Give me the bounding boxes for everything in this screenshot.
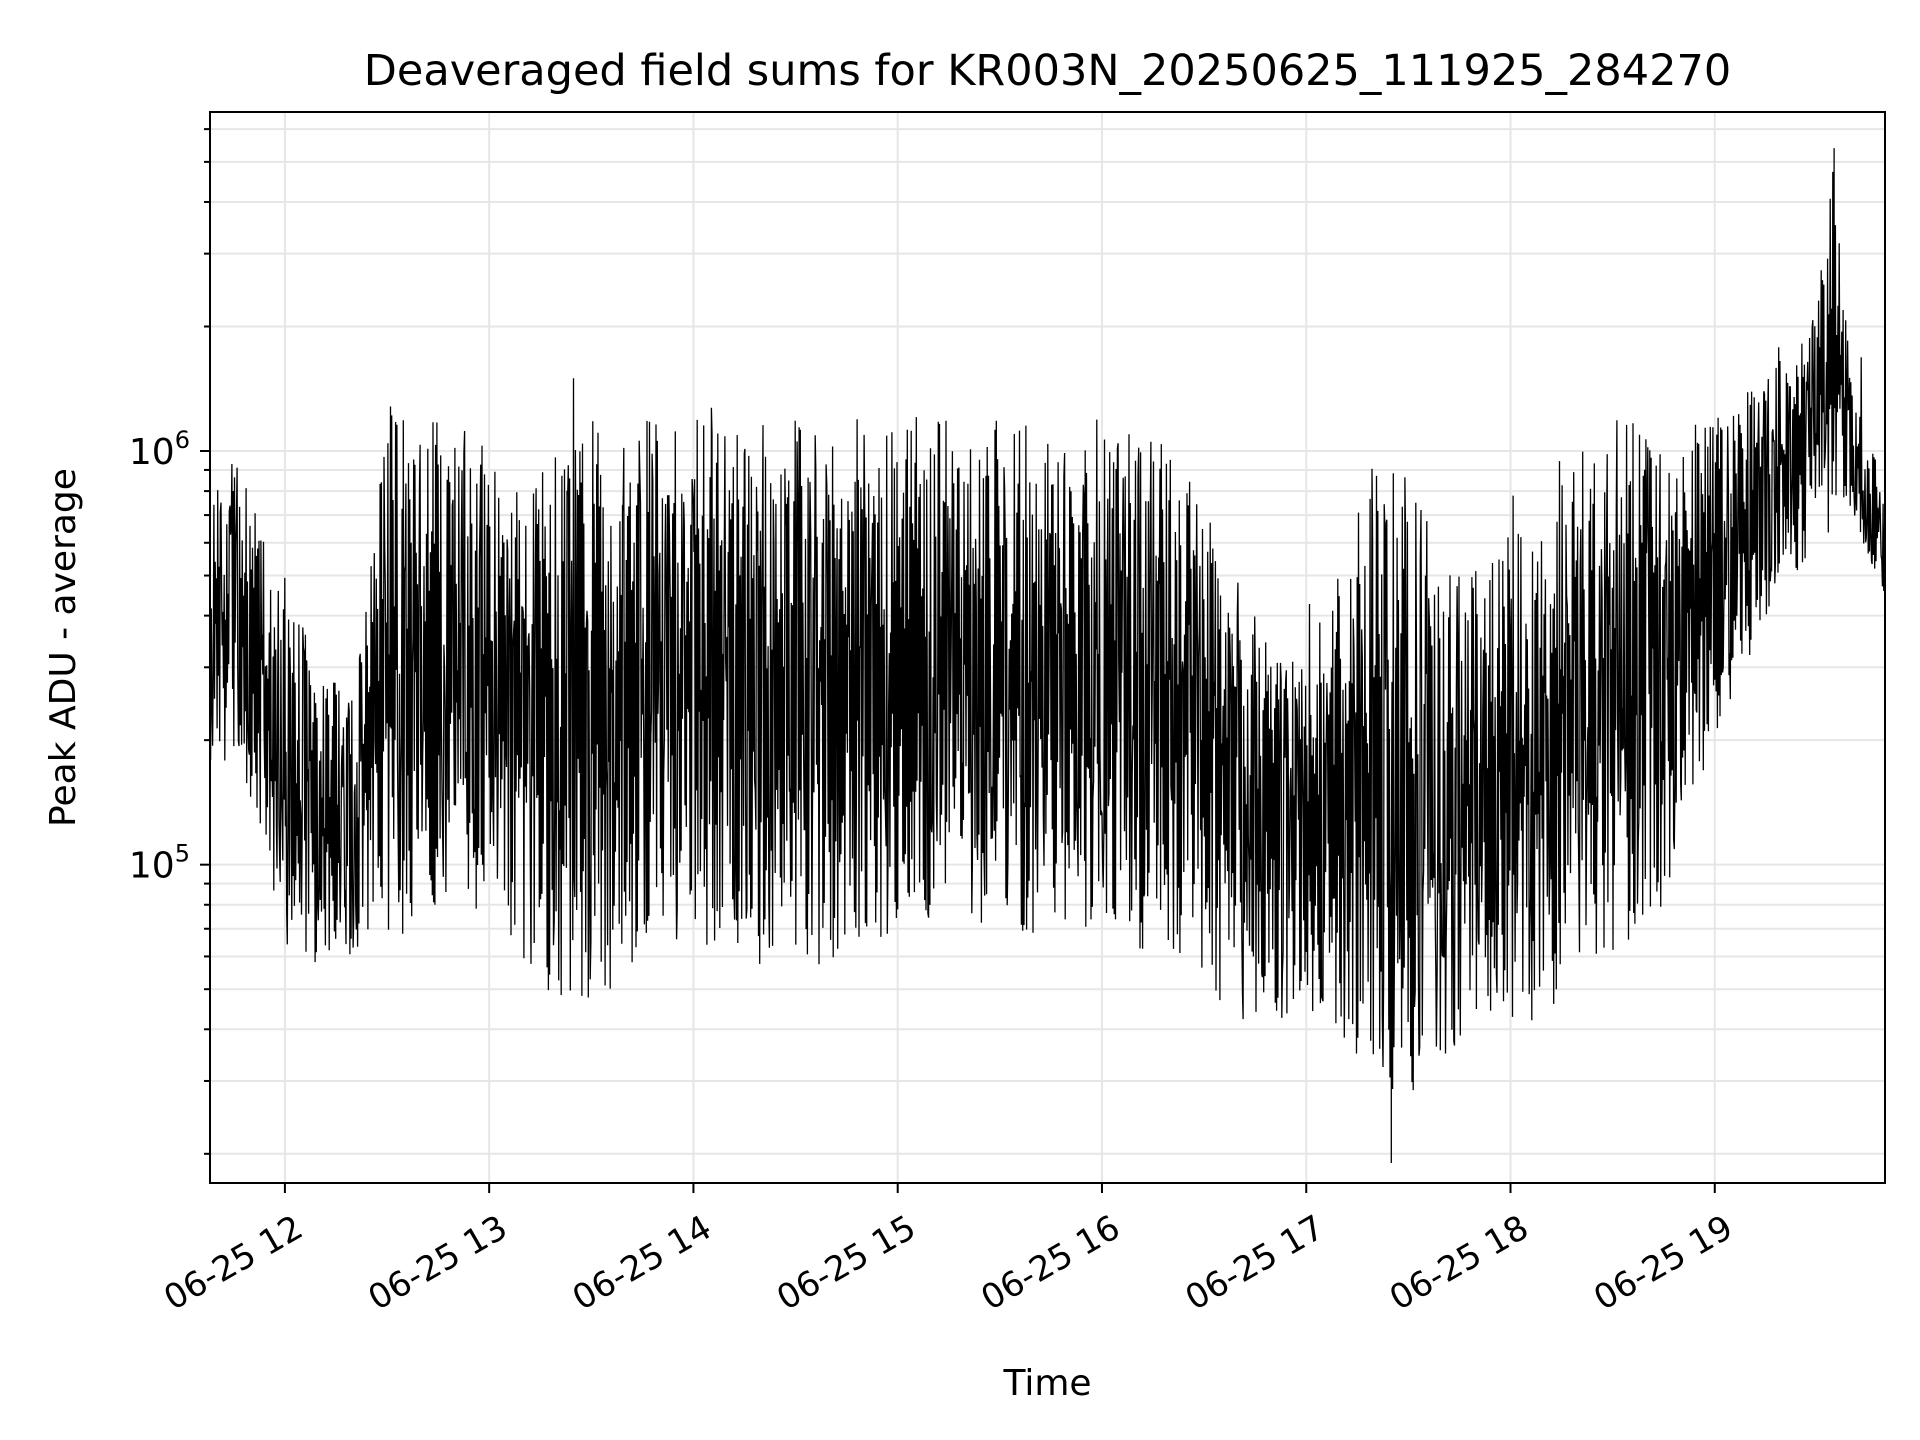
chart-title: Deaveraged field sums for KR003N_2025062… [364, 46, 1731, 96]
y-tick-label: 106 [129, 426, 190, 473]
plot-frame [209, 111, 1886, 1184]
y-axis-label: Peak ADU - average [43, 468, 84, 827]
data-layer [210, 148, 1885, 1163]
series-line [210, 148, 1885, 1163]
x-axis-label: Time [1002, 1363, 1091, 1404]
y-tick-label: 105 [129, 840, 190, 887]
